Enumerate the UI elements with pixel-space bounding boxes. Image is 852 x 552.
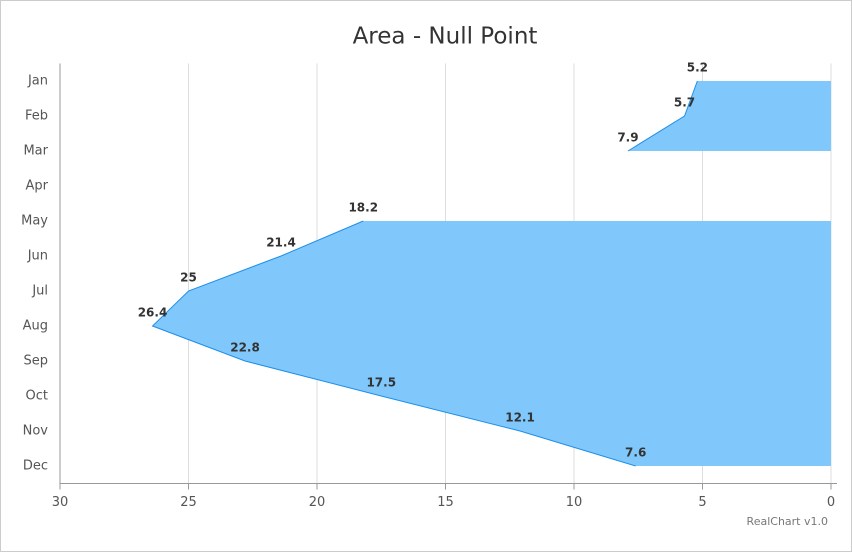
y-tick-label: Aug <box>23 319 48 334</box>
y-tick-label: Jun <box>27 249 48 264</box>
y-tick-label: Oct <box>26 389 48 404</box>
data-label: 7.6 <box>625 446 646 460</box>
y-tick-label: Nov <box>23 424 49 439</box>
x-tick-label: 10 <box>566 495 583 510</box>
area <box>152 81 831 466</box>
chart-title: Area - Null Point <box>353 24 538 50</box>
y-tick-label: Jan <box>27 74 48 89</box>
y-tick-label: Apr <box>26 179 49 194</box>
data-label: 5.2 <box>687 61 708 75</box>
x-tick-label: 15 <box>437 495 454 510</box>
data-label: 5.7 <box>674 96 695 110</box>
credits: RealChart v1.0 <box>747 515 828 528</box>
data-label: 25 <box>180 271 197 285</box>
x-tick-label: 20 <box>309 495 326 510</box>
data-label: 18.2 <box>348 201 378 215</box>
y-tick-label: Sep <box>23 354 48 369</box>
data-label: 21.4 <box>266 236 296 250</box>
data-label: 7.9 <box>617 131 638 145</box>
y-tick-label: Jul <box>31 284 48 299</box>
x-tick-label: 30 <box>52 495 69 510</box>
y-tick-label: Feb <box>25 109 48 124</box>
data-label: 22.8 <box>230 341 260 355</box>
x-tick-label: 0 <box>827 495 835 510</box>
data-label: 26.4 <box>138 306 168 320</box>
y-tick-label: Dec <box>23 459 48 474</box>
data-label: 17.5 <box>366 376 396 390</box>
y-tick-label: Mar <box>23 144 48 159</box>
x-tick-label: 25 <box>180 495 197 510</box>
data-label: 12.1 <box>505 411 535 425</box>
area-line <box>151 80 698 467</box>
y-tick-label: May <box>21 214 48 229</box>
x-tick-label: 5 <box>698 495 706 510</box>
